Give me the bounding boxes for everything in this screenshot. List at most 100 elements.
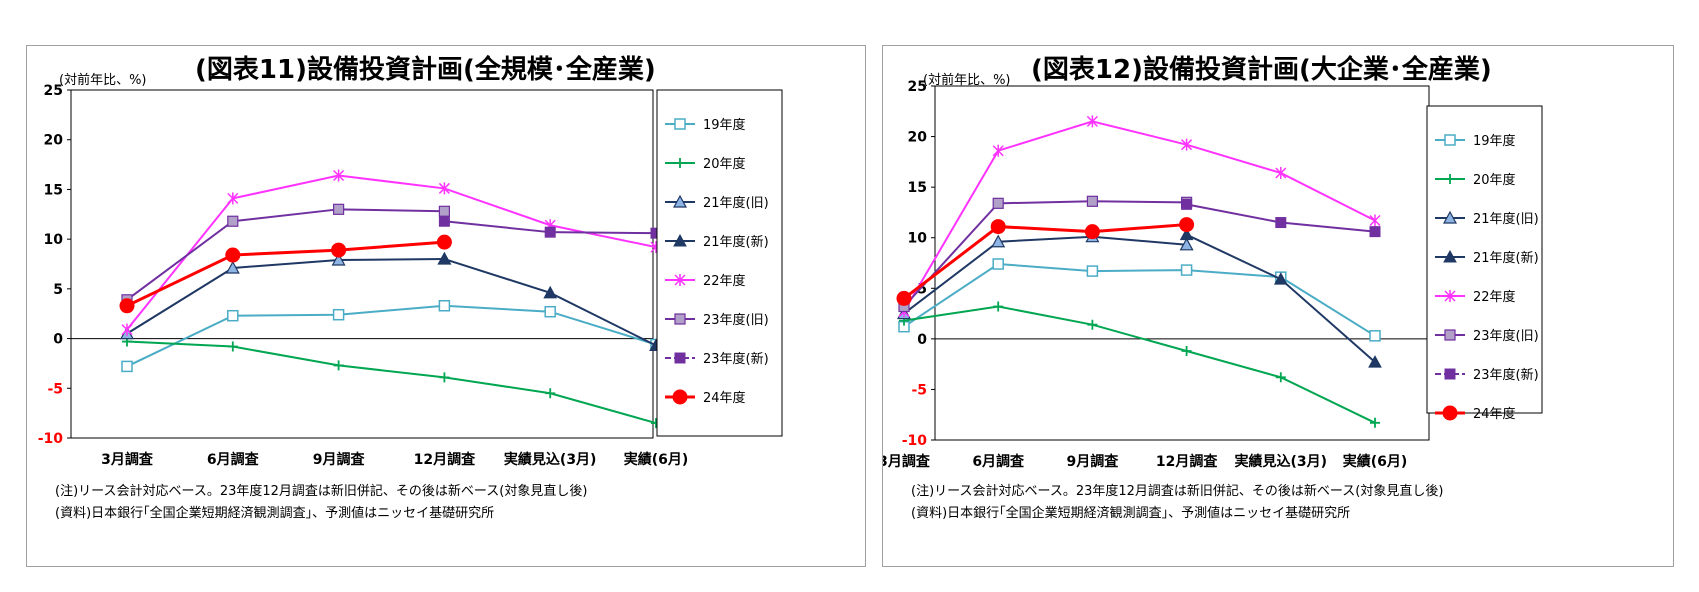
data-point bbox=[438, 300, 451, 312]
data-point bbox=[227, 341, 238, 352]
y-tick-label: 25 bbox=[908, 79, 927, 95]
legend-label: 19年度 bbox=[703, 117, 746, 133]
data-point bbox=[1086, 115, 1098, 128]
x-tick-label: 12月調査 bbox=[1156, 453, 1218, 470]
series-5 bbox=[121, 203, 450, 306]
data-point bbox=[1179, 227, 1194, 241]
series-line bbox=[903, 305, 1376, 424]
data-point bbox=[227, 192, 239, 205]
data-point bbox=[437, 251, 452, 265]
y-tick-label: 5 bbox=[53, 282, 63, 298]
legend-label: 22年度 bbox=[1473, 289, 1516, 305]
legend-label: 20年度 bbox=[703, 156, 746, 172]
x-tick-label: 12月調査 bbox=[414, 451, 476, 468]
data-point bbox=[227, 309, 239, 322]
legend-label: 21年度(新) bbox=[703, 234, 769, 250]
x-tick-label: 6月調査 bbox=[972, 453, 1025, 470]
legend-swatch-marker bbox=[1442, 405, 1458, 421]
data-point bbox=[1369, 330, 1381, 342]
legend-swatch-marker bbox=[1443, 249, 1457, 263]
legend-swatch-marker bbox=[674, 352, 686, 364]
data-point bbox=[1087, 319, 1098, 330]
data-point bbox=[1179, 237, 1194, 251]
x-tick-label: 実績(6月) bbox=[624, 451, 689, 468]
series-1 bbox=[122, 336, 661, 429]
legend-swatch-marker bbox=[1445, 174, 1455, 184]
y-tick-label: -10 bbox=[38, 431, 64, 447]
x-tick-label: 実績(6月) bbox=[1343, 453, 1408, 470]
legend-label: 24年度 bbox=[703, 390, 746, 406]
series-line bbox=[126, 340, 657, 425]
legend-swatch-marker bbox=[672, 194, 688, 208]
legend: 19年度 20年度 21年度(旧) 21年度(新) 22年度 23年度(旧) 23年度(新)… bbox=[656, 89, 783, 437]
data-point bbox=[438, 182, 450, 195]
legend-swatch-marker bbox=[1444, 368, 1456, 380]
data-point bbox=[1275, 372, 1286, 383]
chart-svg-left: (図表11)設備投資計画(全規模･全産業) (対前年比、%) -10 -5 0 5 10 15… bbox=[38, 54, 783, 521]
series-0 bbox=[121, 300, 662, 373]
chart-panel-left: (図表11)設備投資計画(全規模･全産業) (対前年比、%) -10 -5 0 5 10 15… bbox=[26, 45, 866, 567]
series-7 bbox=[896, 217, 1195, 306]
data-point bbox=[225, 247, 241, 263]
legend-item: 21年度(新) bbox=[1435, 249, 1539, 266]
x-tick-label: 実績見込(3月) bbox=[504, 451, 597, 468]
legend-item: 21年度(旧) bbox=[665, 194, 769, 211]
series-3 bbox=[1179, 227, 1382, 368]
y-tick-label: 10 bbox=[908, 231, 928, 247]
data-point bbox=[333, 360, 344, 371]
series-line bbox=[903, 120, 1376, 313]
y-tick-label: 15 bbox=[908, 180, 927, 196]
data-point bbox=[1086, 265, 1099, 277]
data-point bbox=[896, 290, 912, 306]
data-point bbox=[1275, 217, 1287, 229]
data-point bbox=[331, 252, 346, 266]
legend-swatch-marker bbox=[674, 118, 686, 130]
series-line bbox=[444, 258, 657, 347]
source-note: (資料)日本銀行｢全国企業短期経済観測調査｣、予測値はニッセイ基礎研究所 bbox=[55, 505, 494, 521]
data-point bbox=[993, 301, 1004, 312]
legend-swatch-marker bbox=[1444, 290, 1456, 302]
data-point bbox=[439, 372, 450, 383]
data-point bbox=[992, 197, 1004, 209]
data-point bbox=[225, 260, 240, 274]
y-tick-label: -10 bbox=[902, 433, 928, 449]
series-line bbox=[903, 262, 1376, 337]
data-point bbox=[1181, 198, 1193, 210]
data-point bbox=[438, 215, 450, 227]
legend-label: 21年度(新) bbox=[1473, 250, 1539, 266]
legend-label: 23年度(新) bbox=[1473, 367, 1539, 383]
data-point bbox=[121, 323, 133, 336]
series-7 bbox=[119, 234, 452, 314]
data-point bbox=[1086, 195, 1098, 207]
y-tick-label: 25 bbox=[44, 83, 63, 99]
source-note: (注)リース会計対応ベース。23年度12月調査は新旧併記、その後は新ベース(対象… bbox=[55, 483, 587, 499]
legend-swatch-marker bbox=[1444, 134, 1456, 146]
data-point bbox=[438, 205, 450, 217]
series-2 bbox=[119, 251, 452, 340]
data-point bbox=[1369, 214, 1381, 227]
legend-item: 19年度 bbox=[665, 117, 746, 133]
data-point bbox=[1368, 355, 1382, 368]
data-point bbox=[1179, 217, 1195, 233]
data-point bbox=[1181, 345, 1192, 356]
data-point bbox=[992, 258, 1004, 270]
series-line bbox=[126, 208, 445, 301]
y-tick-label: 5 bbox=[917, 281, 927, 297]
series-2 bbox=[896, 229, 1194, 320]
x-tick-label: 9月調査 bbox=[1067, 453, 1120, 470]
legend-label: 24年度 bbox=[1473, 406, 1516, 422]
series-line bbox=[126, 174, 657, 331]
legend-label: 23年度(新) bbox=[703, 351, 769, 367]
data-point bbox=[1084, 224, 1100, 240]
chart-title: (図表11)設備投資計画(全規模･全産業) bbox=[195, 54, 656, 85]
series-line bbox=[1186, 233, 1376, 363]
data-point bbox=[1275, 166, 1287, 179]
legend-label: 23年度(旧) bbox=[703, 312, 769, 328]
x-tick-label: 3月調査 bbox=[101, 451, 154, 468]
legend-label: 23年度(旧) bbox=[1473, 328, 1539, 344]
series-line bbox=[126, 304, 657, 368]
legend-item: 20年度 bbox=[665, 156, 746, 172]
series-6 bbox=[1181, 198, 1381, 238]
x-tick-label: 6月調査 bbox=[207, 451, 260, 468]
y-unit-label: (対前年比、%) bbox=[59, 72, 147, 88]
